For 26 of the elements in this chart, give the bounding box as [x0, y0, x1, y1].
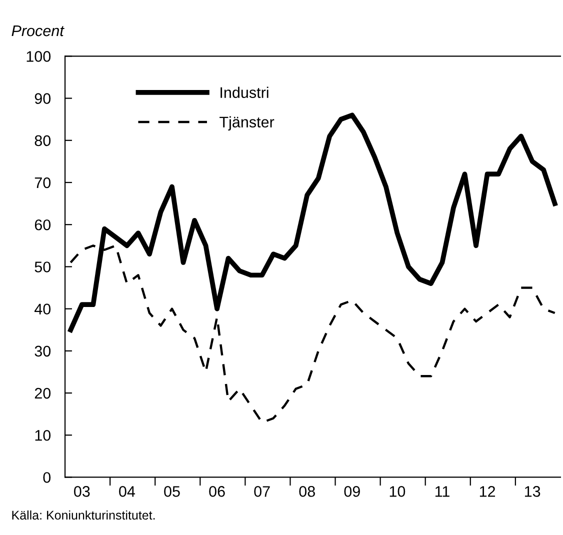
- x-tick-label: 06: [209, 486, 225, 497]
- x-tick-label: 11: [435, 486, 450, 497]
- y-tick-label: 50: [34, 262, 51, 272]
- text: Källa: Koniunkturinstitutet.: [12, 510, 155, 520]
- x-tick-label: 13: [524, 486, 540, 497]
- y-tick-label: 60: [34, 219, 51, 230]
- x-tick-label: 09: [344, 486, 360, 497]
- y-tick-label: 10: [35, 430, 51, 441]
- y-tick-label: 80: [34, 135, 51, 146]
- y-tick-label: 0: [43, 472, 51, 483]
- x-tick-label: 05: [164, 486, 180, 497]
- legend-label: Industri: [220, 86, 268, 98]
- y-tick-label: 20: [34, 388, 51, 399]
- x-tick-label: 07: [254, 486, 270, 497]
- y-tick-label: 90: [34, 93, 51, 104]
- x-tick-label: 10: [390, 486, 406, 497]
- x-tick-label: 08: [299, 486, 315, 497]
- x-tick-label: 03: [74, 486, 90, 497]
- y-tick-label: 30: [34, 346, 51, 357]
- x-tick-label: 12: [480, 486, 496, 497]
- y-tick-label: 70: [34, 177, 51, 188]
- y-tick-label: 100: [26, 51, 51, 62]
- y-tick-label: 40: [34, 304, 51, 314]
- legend-label: Tjänster: [220, 116, 274, 131]
- x-tick-label: 04: [119, 486, 136, 497]
- y-axis-title: Procent: [12, 26, 64, 36]
